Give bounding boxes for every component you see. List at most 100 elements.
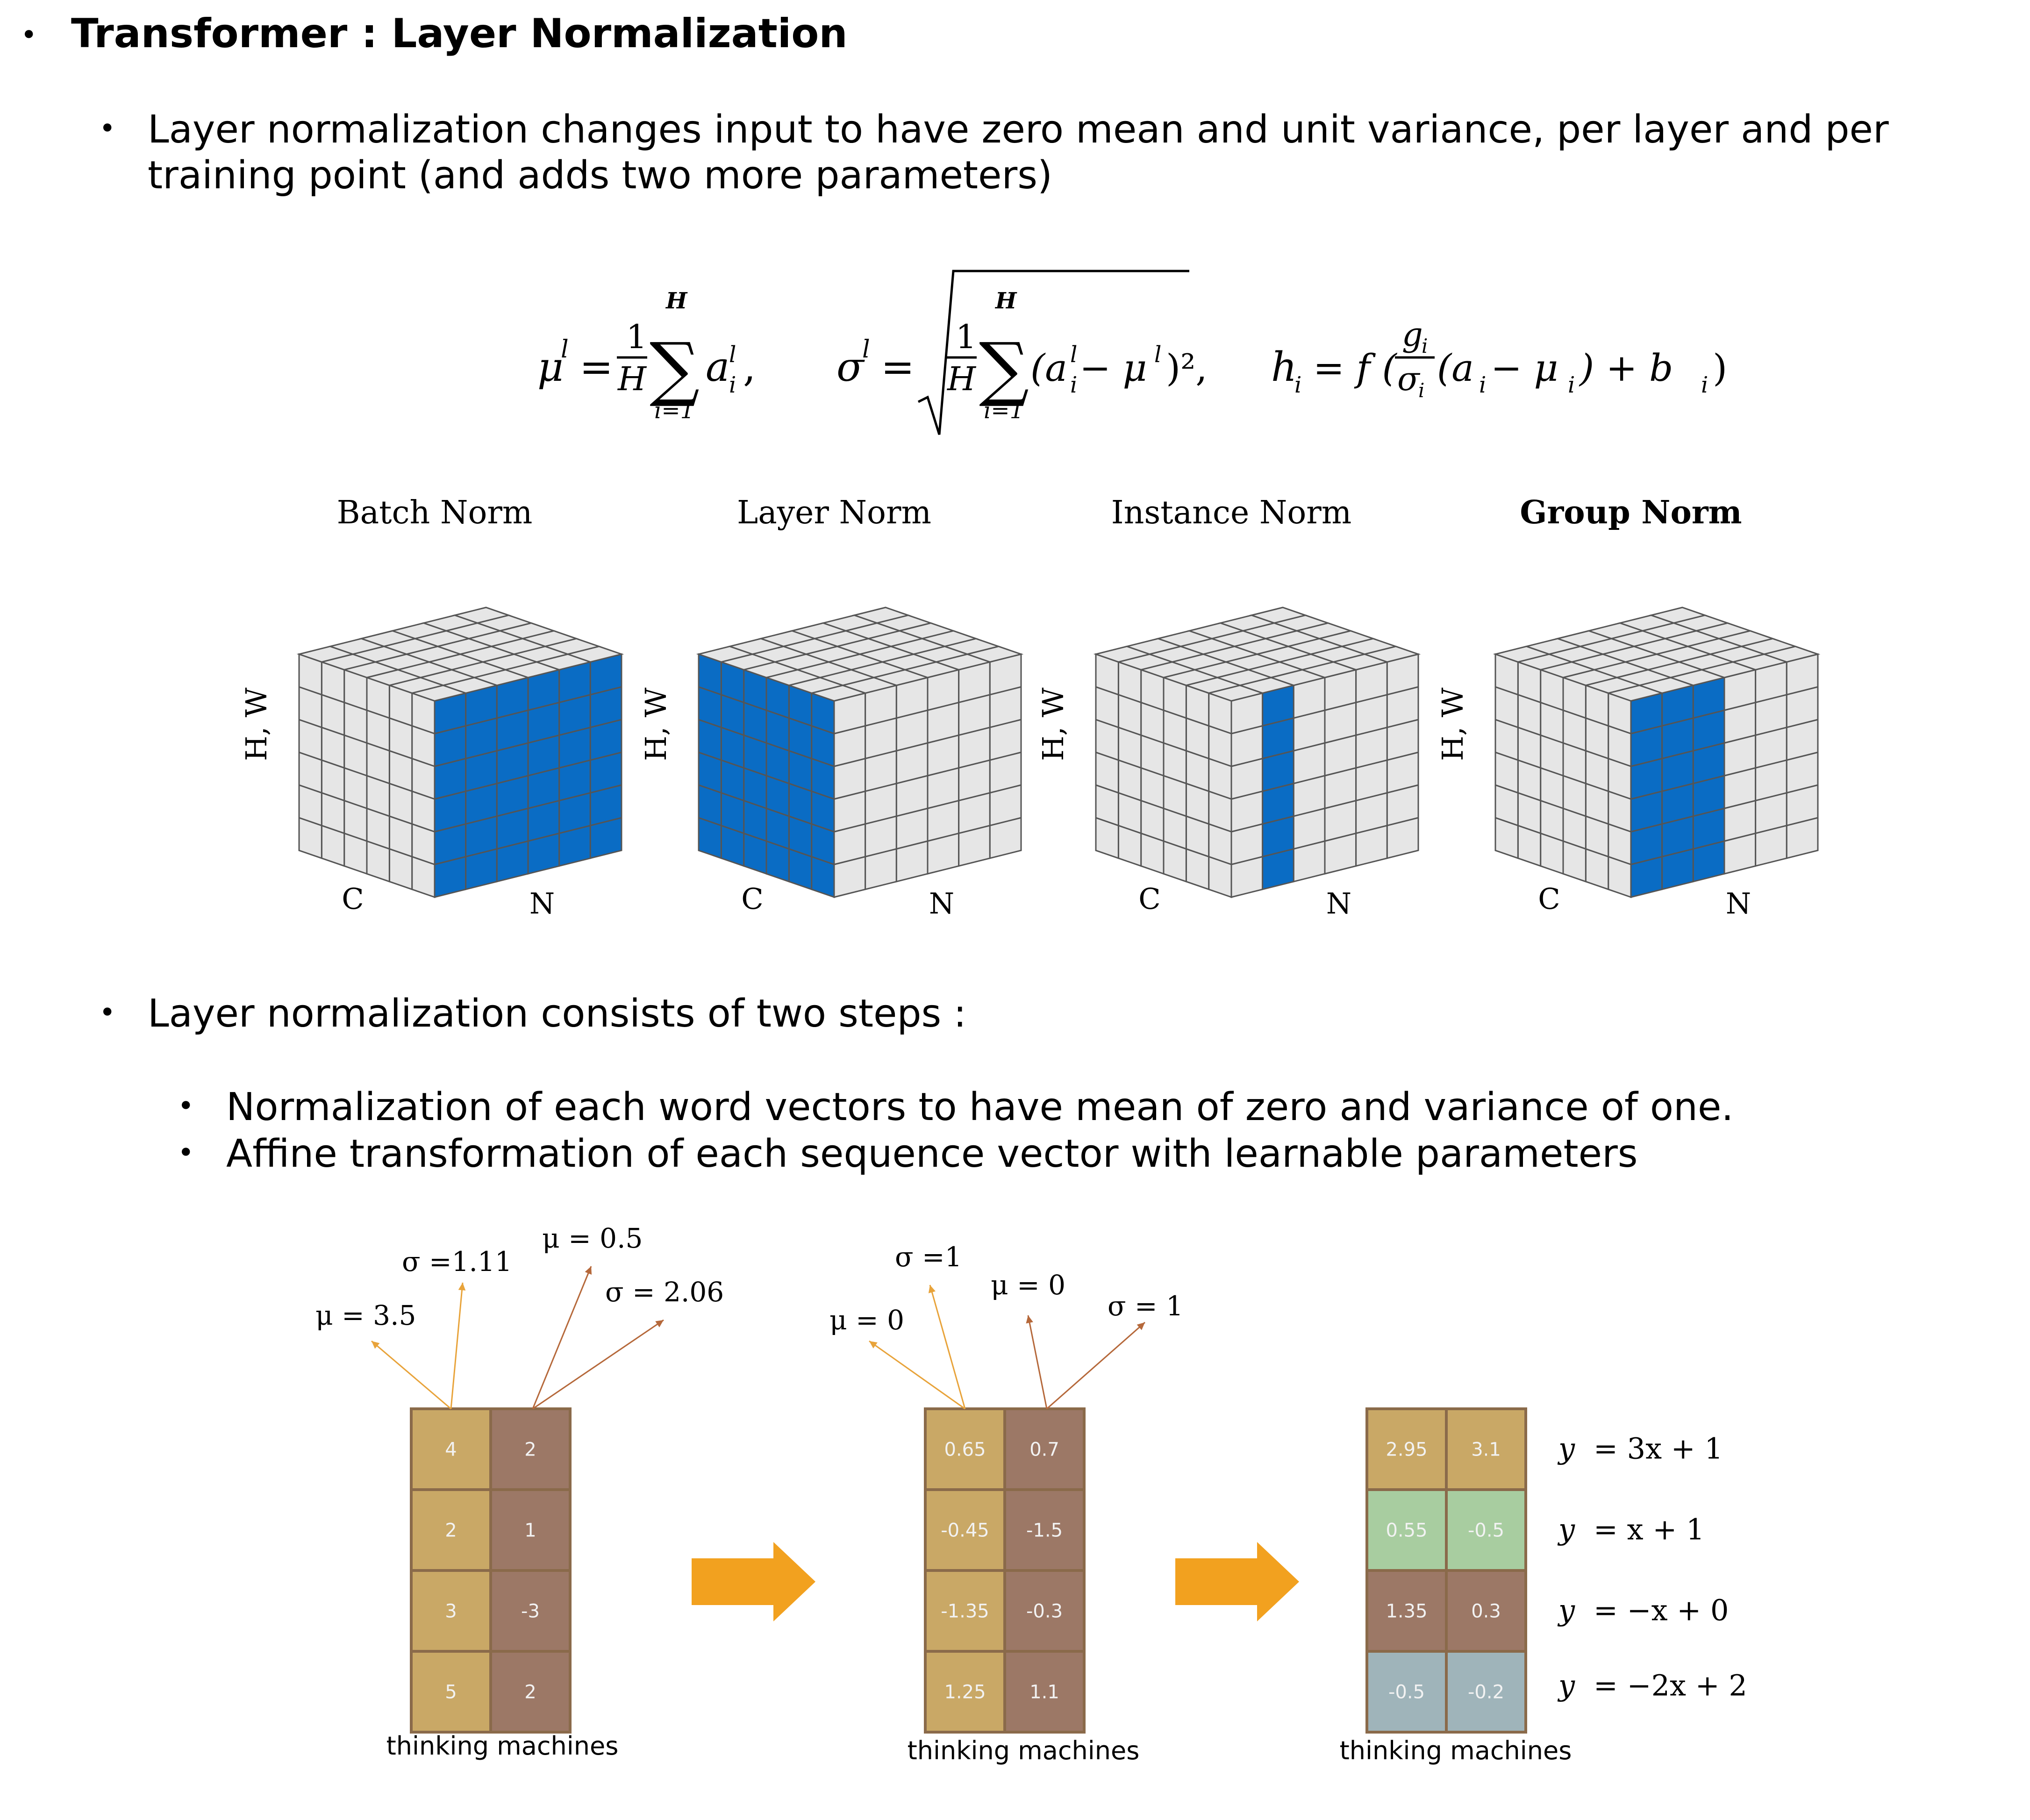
arrow-sigma2: [532, 1319, 664, 1410]
mu-den: H: [617, 360, 647, 398]
stage3-col2-cell: [1445, 1650, 1527, 1734]
stage2-col2-value: 0.7: [1029, 1439, 1059, 1461]
arrow-mu1: [371, 1340, 451, 1410]
stage1-col1-value: 2: [445, 1520, 457, 1542]
stage2-col2-cell: [1003, 1407, 1086, 1491]
mu-eq: =: [579, 344, 613, 391]
stage3-col1-value: -0.5: [1388, 1682, 1425, 1703]
label-mu2: μ = 0: [991, 1269, 1065, 1301]
sigma-num: 1: [956, 318, 977, 356]
stage2-col1-cell: [924, 1569, 1006, 1653]
stage2-col2-cell: [1003, 1569, 1086, 1653]
arrow-sigma1: [450, 1282, 464, 1409]
equations-block: μ l = 1 H H ∑ i=1 a l i , σ l = 1 H H ∑ …: [537, 270, 1727, 435]
h-plus: ) + b: [1579, 346, 1673, 390]
stage2-col2-value: 1.1: [1029, 1682, 1059, 1703]
stage3-col2-value: -0.2: [1468, 1682, 1504, 1703]
norm-diagram-1: Batch Norm H, W C N: [239, 494, 624, 921]
page-title: Transformer : Layer Normalization: [71, 10, 848, 57]
affine-equation: = −2x + 2: [1594, 1669, 1747, 1703]
axis-label-n: N: [1326, 886, 1351, 921]
mu-term: a: [706, 344, 729, 391]
stage1-col2-value: 2: [524, 1439, 536, 1461]
h-equation: h i = f ( g i σ i (a i − μ i ) + b i ): [1271, 315, 1727, 402]
stage1-col2-cell: [489, 1650, 572, 1734]
axis-label-hw: H, W: [1436, 687, 1470, 761]
stage1-col2-value: 1: [524, 1520, 536, 1542]
column-caption: thinking machines: [1340, 1736, 1572, 1765]
affine-equation: = −x + 0: [1594, 1593, 1729, 1627]
label-sigma1: σ =1: [895, 1241, 962, 1273]
stage1-col1-cell: [410, 1650, 492, 1734]
axis-label-n: N: [529, 886, 555, 921]
mu-equation: μ l = 1 H H ∑ i=1 a l i ,: [537, 288, 756, 424]
norm-title-1: Batch Norm: [337, 494, 533, 531]
example-pipeline: 4 2 3 5 2 1 -3 2 μ = 3.5 σ =1.11 μ = 0.5 σ = 2.06 th…: [315, 1222, 1747, 1765]
steps-header: Layer normalization consists of two step…: [148, 992, 966, 1036]
stage1-col1-value: 5: [445, 1682, 457, 1703]
intro-bullet: •: [99, 112, 116, 145]
sigma-upper: H: [994, 288, 1017, 314]
stage3-col2-value: 3.1: [1471, 1439, 1501, 1461]
axis-label-n: N: [929, 886, 954, 921]
h-minus: − μ: [1491, 346, 1558, 390]
steps-bullet: •: [99, 996, 116, 1029]
axis-label-n: N: [1726, 886, 1751, 921]
axis-label-hw: H, W: [639, 687, 673, 761]
h-rest-sub2: i: [1568, 372, 1575, 398]
mu-upper: H: [665, 288, 688, 314]
column-caption: thinking machines: [908, 1736, 1140, 1765]
stage1-col2-cell: [489, 1407, 572, 1491]
stage3-col2-value: -0.5: [1468, 1520, 1504, 1542]
stage3-col1-cell: [1365, 1569, 1448, 1653]
stage1-col2-cell: [489, 1569, 572, 1653]
affine-y: y: [1557, 1513, 1575, 1547]
sigma-lhs: σ: [836, 344, 865, 391]
stage3-col1-cell: [1365, 1488, 1448, 1572]
stage3-col2-cell: [1445, 1407, 1527, 1491]
h-lhs-sub: i: [1294, 372, 1301, 398]
transform-arrow: [1175, 1542, 1299, 1621]
sigma-term-sup: l: [1070, 342, 1077, 368]
axis-label-hw: H, W: [1036, 687, 1070, 761]
svg-text:∑: ∑: [650, 328, 700, 409]
stage2-col1-value: 1.25: [944, 1682, 986, 1703]
sigma-lower: i=1: [984, 398, 1024, 424]
h-rest-sub1: i: [1479, 372, 1486, 398]
h-eq: = f (: [1313, 346, 1398, 390]
mu-lower: i=1: [654, 398, 694, 424]
sigma-eq: =: [881, 344, 915, 391]
sigma-term: (a: [1030, 346, 1067, 390]
label-sigma2: σ = 1: [1108, 1290, 1183, 1322]
intro-text-cont: training point (and adds two more parame…: [148, 153, 1052, 198]
column-caption: thinking machines: [386, 1731, 619, 1761]
intro-text: Layer normalization changes input to hav…: [148, 107, 1889, 152]
title-bullet: •: [21, 19, 37, 51]
h-den: σ: [1397, 360, 1421, 398]
step1-text: Normalization of each word vectors to ha…: [226, 1085, 1734, 1129]
sigma-sup: l: [862, 335, 870, 364]
stage3-col1-value: 0.55: [1386, 1520, 1427, 1542]
stage2-col2-value: -0.3: [1026, 1601, 1063, 1622]
arrow-mu2: [532, 1266, 592, 1409]
arrow-sigma1: [929, 1285, 966, 1409]
h-rest: (a: [1437, 346, 1474, 390]
affine-y: y: [1557, 1593, 1575, 1627]
step1-bullet: •: [178, 1090, 194, 1122]
label-sigma1: σ =1.11: [402, 1246, 512, 1278]
mu-num: 1: [626, 318, 647, 356]
h-num-sub: i: [1422, 335, 1428, 357]
sigma-den: H: [946, 360, 977, 398]
stage3-col1-value: 2.95: [1386, 1439, 1427, 1461]
label-mu1: μ = 0: [829, 1304, 904, 1336]
stage2-col1-cell: [924, 1488, 1006, 1572]
label-mu1: μ = 3.5: [315, 1299, 416, 1331]
axis-label-c: C: [1138, 882, 1160, 916]
stage2-col1-value: -1.35: [941, 1601, 989, 1622]
stage1-col1-value: 3: [445, 1601, 457, 1622]
mu-term-sub: i: [729, 372, 736, 398]
step2-text: Affine transformation of each sequence v…: [226, 1132, 1638, 1176]
stage1-col2-value: 2: [524, 1682, 536, 1703]
h-num: g: [1402, 315, 1423, 354]
